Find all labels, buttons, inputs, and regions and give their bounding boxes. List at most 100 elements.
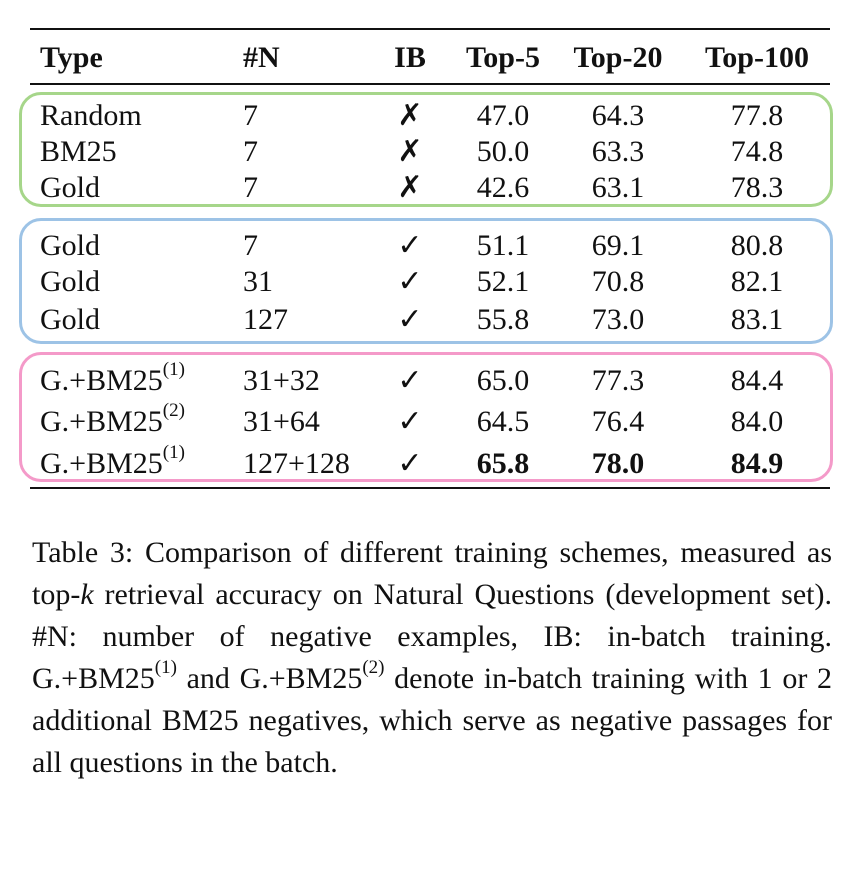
cell-ib-text: ✓ xyxy=(397,229,423,262)
cell-top20: 63.1 xyxy=(570,170,666,206)
cell-top5: 65.8 xyxy=(460,446,546,482)
cell-top5: 42.6 xyxy=(460,170,546,206)
cell-type-text: Random xyxy=(40,99,142,132)
cell-top20: 64.3 xyxy=(570,98,666,134)
cell-top5-text: 42.6 xyxy=(476,171,530,204)
cell-type-text: G.+BM25 xyxy=(40,364,163,397)
header-top100: Top-100 xyxy=(705,41,809,74)
cell-type: G.+BM25(1) xyxy=(40,443,185,482)
cell-top5: 47.0 xyxy=(460,98,546,134)
cell-type: Gold xyxy=(40,302,100,338)
caption-superscript-2: (2) xyxy=(362,657,385,678)
cell-ib: ✓ xyxy=(392,228,428,264)
caption-text-2: retrieval accuracy on Natural Questions … xyxy=(32,578,832,695)
cell-top100: 84.9 xyxy=(698,446,816,482)
caption-text-3: and G.+BM25 xyxy=(176,662,363,695)
cell-ib-text: ✗ xyxy=(397,99,423,132)
cell-top100: 83.1 xyxy=(698,302,816,338)
cell-n-text: 7 xyxy=(243,135,258,168)
cell-top5: 52.1 xyxy=(460,264,546,300)
cell-top20: 76.4 xyxy=(570,404,666,440)
cell-type: Gold xyxy=(40,228,100,264)
cell-ib-text: ✗ xyxy=(397,171,423,204)
cell-top20: 73.0 xyxy=(570,302,666,338)
header-ib: IB xyxy=(394,41,426,74)
caption-text-1: Table 3: Comparison of different trainin… xyxy=(32,536,832,611)
cell-top5-text: 51.1 xyxy=(476,229,530,262)
cell-ib: ✗ xyxy=(392,170,428,206)
cell-top100-text: 80.8 xyxy=(730,229,784,262)
cell-ib-text: ✓ xyxy=(397,265,423,298)
cell-n-text: 127+128 xyxy=(243,447,350,480)
cell-type-text: Gold xyxy=(40,229,100,262)
cell-top100-text: 82.1 xyxy=(730,265,784,298)
cell-ib-text: ✓ xyxy=(397,447,423,480)
cell-top100: 84.0 xyxy=(698,404,816,440)
cell-top20: 69.1 xyxy=(570,228,666,264)
cell-top20-text: 70.8 xyxy=(591,265,645,298)
cell-n-text: 7 xyxy=(243,229,258,262)
cell-top100-text: 84.4 xyxy=(730,364,784,397)
cell-ib-text: ✗ xyxy=(397,135,423,168)
caption-k-variable: k xyxy=(80,578,94,611)
cell-top100: 78.3 xyxy=(698,170,816,206)
header-n: #N xyxy=(243,41,280,74)
cell-top5-text: 52.1 xyxy=(476,265,530,298)
table-bottom-rule xyxy=(30,487,830,489)
cell-n: 7 xyxy=(243,170,258,206)
cell-ib: ✓ xyxy=(392,404,428,440)
cell-type-text: BM25 xyxy=(40,135,117,168)
cell-top20-text: 73.0 xyxy=(591,303,645,336)
cell-top100-text: 78.3 xyxy=(730,171,784,204)
cell-top5: 50.0 xyxy=(460,134,546,170)
cell-n: 31+32 xyxy=(243,363,320,399)
cell-top20-text: 63.1 xyxy=(591,171,645,204)
caption-superscript-1: (1) xyxy=(154,657,177,678)
table-caption: Table 3: Comparison of different trainin… xyxy=(32,532,832,784)
table-header-rule xyxy=(30,83,830,85)
header-top5: Top-5 xyxy=(466,41,540,74)
cell-n-text: 127 xyxy=(243,303,288,336)
cell-type-superscript: (2) xyxy=(162,400,185,421)
cell-top100: 74.8 xyxy=(698,134,816,170)
cell-top5-text: 65.0 xyxy=(476,364,530,397)
cell-top100-text: 84.0 xyxy=(730,405,784,438)
cell-top100: 80.8 xyxy=(698,228,816,264)
cell-top100: 82.1 xyxy=(698,264,816,300)
cell-n: 127 xyxy=(243,302,288,338)
group-box-in-batch-gold xyxy=(19,218,833,344)
cell-top20: 70.8 xyxy=(570,264,666,300)
cell-top100-text: 77.8 xyxy=(730,99,784,132)
cell-ib-text: ✓ xyxy=(397,405,423,438)
header-top20: Top-20 xyxy=(573,41,663,74)
cell-top20: 77.3 xyxy=(570,363,666,399)
cell-top5-text: 55.8 xyxy=(476,303,530,336)
cell-ib: ✓ xyxy=(392,363,428,399)
cell-top20-text: 76.4 xyxy=(591,405,645,438)
cell-n: 31+64 xyxy=(243,404,320,440)
cell-top20: 78.0 xyxy=(570,446,666,482)
cell-top100: 77.8 xyxy=(698,98,816,134)
cell-ib: ✓ xyxy=(392,302,428,338)
cell-n-text: 31+32 xyxy=(243,364,320,397)
cell-type: Gold xyxy=(40,264,100,300)
cell-ib: ✓ xyxy=(392,264,428,300)
cell-top100-text: 83.1 xyxy=(730,303,784,336)
cell-top5: 65.0 xyxy=(460,363,546,399)
cell-ib-text: ✓ xyxy=(397,303,423,336)
cell-top5: 55.8 xyxy=(460,302,546,338)
cell-type-superscript: (1) xyxy=(162,442,185,463)
cell-type-text: Gold xyxy=(40,303,100,336)
caption-text-4: denote in-batch training with 1 or 2 add… xyxy=(32,662,832,779)
cell-top5: 51.1 xyxy=(460,228,546,264)
cell-n-text: 31 xyxy=(243,265,273,298)
cell-ib: ✓ xyxy=(392,446,428,482)
cell-top5-text: 50.0 xyxy=(476,135,530,168)
cell-n: 7 xyxy=(243,228,258,264)
cell-top20-text: 69.1 xyxy=(591,229,645,262)
cell-type-superscript: (1) xyxy=(162,359,185,380)
cell-type-text: G.+BM25 xyxy=(40,447,163,480)
cell-top20-text: 63.3 xyxy=(591,135,645,168)
cell-top20: 63.3 xyxy=(570,134,666,170)
cell-type-text: Gold xyxy=(40,265,100,298)
